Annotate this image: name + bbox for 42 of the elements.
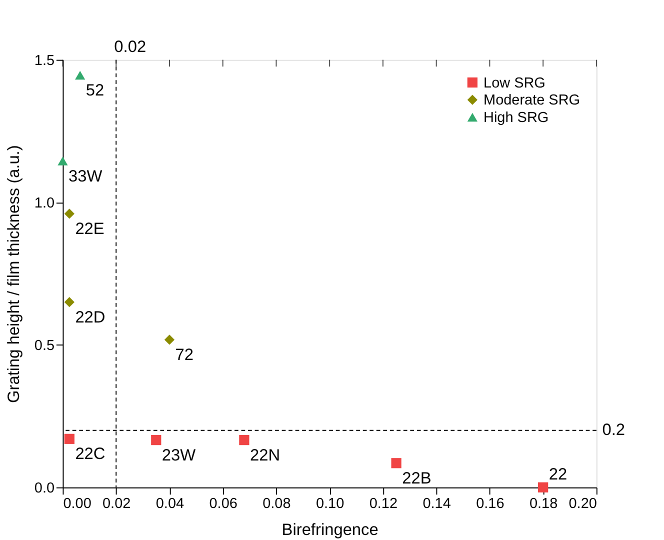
annotation: 22B bbox=[402, 469, 432, 488]
point bbox=[75, 70, 86, 80]
y-tick-label: 0.0 bbox=[34, 480, 55, 497]
point bbox=[64, 208, 74, 219]
ref-line-label: 0.02 bbox=[114, 38, 146, 56]
point bbox=[391, 458, 402, 468]
point bbox=[164, 334, 175, 345]
y-tick-label: 1.5 bbox=[34, 53, 55, 70]
y-tick-label: 0.5 bbox=[34, 338, 55, 354]
legend-label: Moderate SRG bbox=[484, 92, 580, 109]
x-tick-label: 0.02 bbox=[102, 496, 131, 512]
x-tick-label: 0.18 bbox=[529, 496, 558, 512]
x-tick-label: 0.10 bbox=[316, 496, 344, 512]
x-tick-label: 0.06 bbox=[209, 496, 238, 512]
annotation: 22E bbox=[75, 220, 104, 238]
x-tick-label: 0.04 bbox=[156, 496, 184, 512]
x-tick-label: 0.08 bbox=[262, 496, 291, 512]
legend-label: Low SRG bbox=[484, 75, 546, 92]
annotation: 23W bbox=[162, 446, 196, 464]
x-tick-label: 0.12 bbox=[369, 496, 398, 512]
annotation: 33W bbox=[68, 167, 103, 186]
x-tick-label: 0.14 bbox=[422, 496, 451, 512]
point bbox=[64, 297, 74, 308]
point bbox=[151, 434, 162, 446]
annotation: 22N bbox=[250, 446, 280, 464]
x-axis-title: Birefringence bbox=[282, 521, 378, 540]
point bbox=[64, 434, 74, 444]
point bbox=[538, 482, 548, 492]
legend-label: High SRG bbox=[484, 110, 549, 126]
x-tick-label: 0.16 bbox=[476, 496, 504, 512]
annotation: 72 bbox=[175, 346, 194, 364]
point bbox=[239, 434, 250, 446]
annotation: 22 bbox=[548, 466, 568, 484]
x-tick-label: 0.00 bbox=[63, 496, 92, 512]
y-axis-title: Grating height / film thickness (a.u.) bbox=[4, 145, 23, 403]
ref-line-label: 0.2 bbox=[602, 421, 626, 440]
annotation: 22D bbox=[75, 308, 106, 326]
annotation: 22C bbox=[75, 445, 106, 464]
annotation: 52 bbox=[86, 81, 104, 100]
y-tick-label: 1.0 bbox=[34, 196, 55, 212]
x-tick-label: 0.20 bbox=[568, 496, 597, 512]
point bbox=[58, 156, 68, 166]
